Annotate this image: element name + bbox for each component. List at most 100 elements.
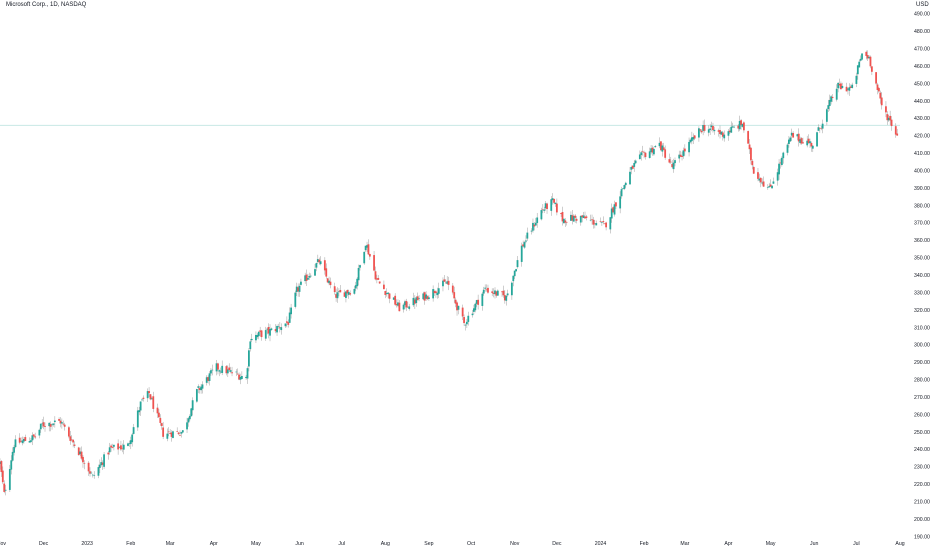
candle-up [638, 154, 641, 160]
candle-up [166, 433, 169, 439]
candle-down [339, 289, 342, 293]
candle-down [274, 329, 277, 332]
candle-down [156, 407, 159, 414]
candle-down [880, 97, 883, 106]
candle-down [660, 141, 662, 151]
candle-down [865, 51, 868, 56]
candle-down [885, 106, 887, 113]
candle-up [778, 163, 780, 175]
candle-up [205, 377, 208, 383]
candle-down [461, 307, 464, 317]
candle-down [593, 223, 596, 225]
candle-up [319, 261, 322, 265]
candle-down [62, 423, 65, 425]
candle-down [373, 255, 375, 271]
y-tick-label: 250.00 [914, 430, 930, 436]
candle-down [485, 289, 488, 291]
y-tick-label: 400.00 [914, 168, 930, 174]
candle-up [404, 301, 406, 306]
candle-down [335, 294, 337, 298]
x-tick-label: Jul [853, 541, 860, 547]
x-tick-label: Mar [166, 541, 175, 547]
candle-down [651, 147, 654, 153]
candle-up [510, 282, 513, 296]
candle-up [23, 438, 25, 442]
y-tick-label: 220.00 [914, 482, 930, 488]
candle-down [603, 223, 606, 225]
candle-up [356, 278, 359, 287]
candle-up [28, 441, 31, 443]
candle-up [613, 204, 616, 215]
candle-down [584, 216, 586, 219]
candle-up [481, 293, 484, 306]
candle-up [280, 327, 283, 331]
candle-up [288, 312, 291, 323]
candle-down [869, 56, 872, 67]
candle-down [641, 151, 644, 152]
candle-down [668, 159, 671, 163]
candle-down [501, 291, 503, 293]
candle-up [623, 185, 626, 189]
candle-up [554, 202, 557, 204]
candle-down [679, 154, 682, 157]
candle-down [395, 304, 398, 306]
candle-up [530, 230, 533, 232]
candle-down [329, 281, 332, 286]
y-tick-label: 460.00 [914, 64, 930, 70]
candle-up [432, 289, 435, 299]
candle-up [835, 88, 838, 100]
candle-down [423, 292, 426, 301]
candle-up [226, 369, 229, 374]
candle-up [31, 435, 34, 441]
candle-down [384, 291, 387, 295]
candle-up [582, 215, 585, 219]
candle-down [228, 367, 231, 371]
candle-down [225, 366, 228, 374]
candle-down [574, 215, 577, 218]
candle-up [13, 446, 15, 453]
candle-up [338, 291, 340, 292]
candle-up [97, 467, 100, 476]
candle-down [643, 152, 645, 153]
candle-up [640, 152, 643, 156]
candle-down [818, 127, 821, 129]
candle-up [397, 302, 399, 306]
candle-up [505, 295, 508, 301]
candle-up [347, 291, 350, 295]
candle-up [658, 142, 661, 147]
candle-down [644, 152, 647, 158]
candle-up [245, 376, 247, 379]
candle-down [59, 420, 62, 424]
candle-down [560, 213, 562, 214]
candle-down [238, 374, 240, 380]
candle-up [298, 285, 301, 292]
candle-up [314, 269, 316, 276]
candle-up [415, 297, 418, 304]
candle-up [790, 132, 793, 136]
candle-up [172, 431, 174, 438]
candle-down [571, 215, 574, 221]
candle-down [170, 432, 173, 437]
x-tick-label: Dec [552, 541, 562, 547]
candle-up [482, 289, 485, 294]
candle-up [855, 75, 858, 84]
candle-down [44, 426, 46, 427]
candle-up [131, 434, 134, 443]
candle-up [780, 157, 783, 165]
candle-down [158, 412, 160, 418]
candle-up [698, 128, 700, 138]
candle-up [474, 303, 477, 311]
chart-title: Microsoft Corp., 1D, NASDAQ [6, 2, 87, 8]
candle-down [664, 149, 667, 158]
candle-up [138, 410, 141, 413]
candle-up [8, 469, 11, 490]
candle-down [367, 244, 370, 255]
candle-down [63, 424, 66, 427]
candle-down [83, 463, 86, 464]
y-tick-label: 450.00 [914, 81, 930, 87]
candle-down [58, 419, 60, 421]
x-tick-label: Apr [724, 541, 732, 547]
y-tick-label: 350.00 [914, 256, 930, 262]
candle-down [879, 92, 882, 99]
